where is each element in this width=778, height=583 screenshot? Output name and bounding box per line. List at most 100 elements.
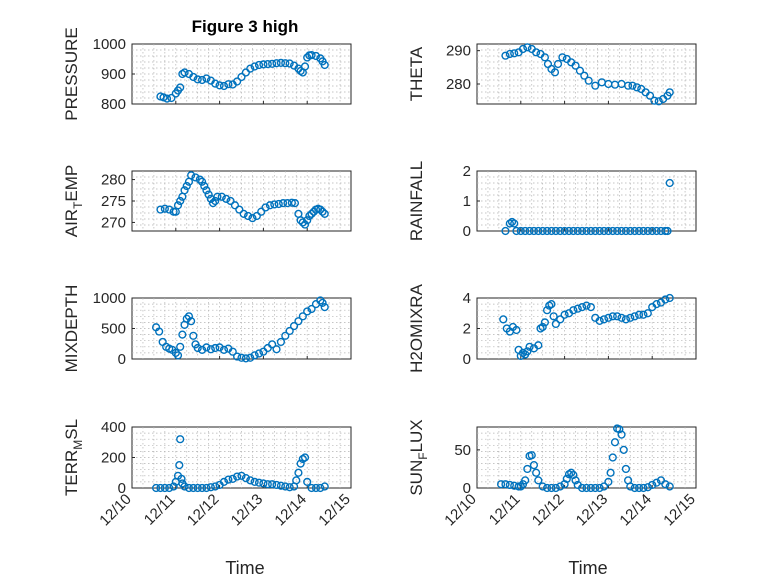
data-point <box>505 49 514 59</box>
data-point <box>610 438 620 447</box>
data-point <box>534 341 543 350</box>
data-point <box>630 226 639 236</box>
data-point <box>591 483 600 493</box>
data-point <box>551 483 560 493</box>
data-point <box>235 205 244 214</box>
data-point <box>575 66 585 75</box>
data-point <box>215 81 224 90</box>
data-point <box>538 226 547 236</box>
data-point <box>268 480 277 489</box>
data-point <box>197 483 207 493</box>
data-point <box>584 76 593 85</box>
data-point <box>178 330 187 339</box>
data-point <box>540 53 549 62</box>
data-point <box>569 226 578 236</box>
data-point <box>316 205 325 214</box>
data-point <box>311 51 321 61</box>
data-point <box>175 461 184 470</box>
data-point <box>652 478 661 487</box>
data-point <box>151 483 161 493</box>
data-point <box>176 83 185 92</box>
x-tick-label: 12/15 <box>660 491 699 530</box>
data-point <box>272 59 281 68</box>
data-point <box>529 461 539 470</box>
data-point <box>259 479 268 488</box>
data-point <box>534 226 543 236</box>
data-point <box>556 315 565 324</box>
data-point <box>180 186 189 195</box>
data-point <box>505 480 514 490</box>
data-point <box>532 48 541 57</box>
data-point <box>626 313 635 322</box>
data-point <box>320 482 329 491</box>
y-axis-label: PRESSURE <box>62 27 81 121</box>
data-point <box>652 300 661 309</box>
y-tick-label: 400 <box>101 419 126 436</box>
data-point <box>534 476 543 485</box>
x-tick-label: 12/15 <box>315 491 354 530</box>
data-point <box>582 483 591 493</box>
y-tick-label: 0 <box>118 480 126 497</box>
data-point <box>518 44 528 54</box>
data-point <box>634 226 644 236</box>
data-point <box>268 340 277 349</box>
data-point <box>529 226 539 236</box>
data-point <box>547 226 556 236</box>
data-point <box>228 474 237 483</box>
data-point <box>237 471 246 480</box>
data-point <box>173 201 183 210</box>
y-tick-label: 275 <box>101 193 126 210</box>
data-point <box>211 196 220 206</box>
data-point <box>300 62 310 71</box>
data-point <box>665 482 674 491</box>
data-point <box>197 345 207 354</box>
data-point <box>580 71 589 80</box>
data-point <box>193 343 202 353</box>
data-point <box>289 321 299 331</box>
data-point <box>215 343 224 352</box>
y-axis-label: THETA <box>407 46 426 101</box>
data-point <box>204 190 213 199</box>
data-point <box>246 476 255 485</box>
data-point <box>556 226 565 236</box>
subplot-air-temp: 270 275 280 AIRTEMP <box>62 165 352 237</box>
y-tick-label: 800 <box>101 96 126 113</box>
data-point <box>268 59 277 68</box>
data-point <box>626 226 635 236</box>
data-point <box>608 312 617 321</box>
data-point <box>567 468 576 477</box>
data-point <box>501 226 510 236</box>
y-tick-label: 1000 <box>93 290 126 307</box>
x-tick-label: 12/12 <box>184 491 223 530</box>
subplot-mixdepth: 0 500 1000 MIXDEPTH <box>62 285 352 372</box>
data-point <box>276 337 286 347</box>
data-point <box>512 325 521 335</box>
data-point <box>254 60 264 70</box>
data-point <box>556 482 565 491</box>
data-point <box>591 226 600 236</box>
data-point <box>274 199 283 209</box>
x-tick-label: 12/11 <box>141 491 179 529</box>
data-point <box>176 196 185 206</box>
data-point <box>265 201 275 210</box>
data-point <box>586 303 595 312</box>
data-point <box>177 474 186 483</box>
data-point <box>294 468 303 477</box>
data-point <box>560 310 569 319</box>
y-tick-label: 200 <box>101 450 126 467</box>
data-point <box>228 347 237 356</box>
data-point <box>643 309 652 318</box>
data-point <box>634 483 644 493</box>
data-point <box>219 477 229 487</box>
data-point <box>160 204 169 213</box>
data-point <box>211 482 220 491</box>
data-point <box>521 476 530 485</box>
data-point <box>652 226 661 236</box>
x-tick-label: 12/11 <box>486 491 524 529</box>
y-tick-label: 2 <box>463 163 471 180</box>
data-point <box>176 342 185 351</box>
data-point <box>516 226 525 236</box>
data-point <box>578 303 587 312</box>
data-point <box>281 482 290 491</box>
